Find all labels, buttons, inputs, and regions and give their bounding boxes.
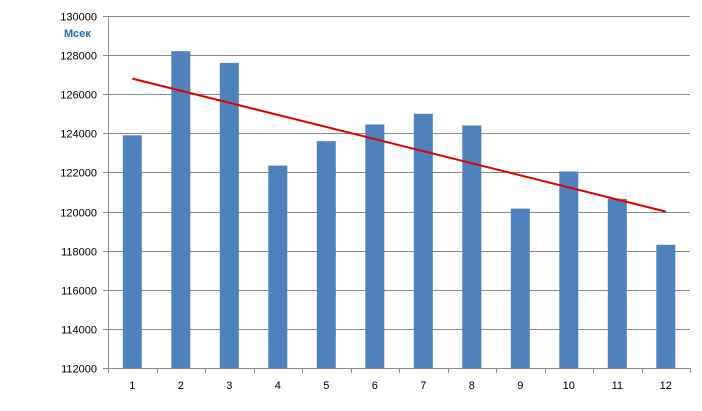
y-axis-tick-labels: 112000 114000 116000 118000 120000 122000 1240… <box>60 12 108 376</box>
y-axis-unit-label: Мсек <box>64 28 91 40</box>
bar <box>365 124 385 368</box>
bar <box>122 135 142 368</box>
y-tick-label: 124000 <box>60 129 97 141</box>
x-tick-label: 7 <box>420 380 426 392</box>
y-tick-label: 122000 <box>60 168 97 180</box>
trendline-layer <box>132 77 667 213</box>
y-tick-label: 126000 <box>60 90 97 102</box>
bar <box>268 165 288 368</box>
bar <box>219 62 239 369</box>
bar <box>607 198 627 368</box>
bars <box>122 51 676 369</box>
x-tick-label: 10 <box>563 380 575 392</box>
y-tick-label: 116000 <box>61 286 97 298</box>
x-tick-label: 11 <box>612 380 623 392</box>
y-tick-label: 120000 <box>60 208 97 220</box>
x-tick-label: 1 <box>129 380 135 392</box>
gridlines <box>108 16 690 330</box>
x-tick-label: 3 <box>226 380 232 392</box>
bar <box>510 208 530 368</box>
x-tick-label: 6 <box>372 380 378 392</box>
x-tick-label: 8 <box>469 380 475 392</box>
x-tick-label: 9 <box>517 380 523 392</box>
x-axis-tick-labels: 1 2 3 4 5 6 7 8 9 10 11 12 <box>108 368 691 392</box>
bar <box>462 125 482 368</box>
bar <box>316 141 336 368</box>
x-tick-label: 5 <box>323 380 329 392</box>
y-tick-label: 114000 <box>61 325 97 337</box>
x-tick-label: 2 <box>178 380 184 392</box>
y-tick-label: 130000 <box>60 12 97 24</box>
bar <box>656 244 676 368</box>
bar <box>171 51 191 368</box>
x-tick-label: 12 <box>660 380 672 392</box>
axes <box>108 16 690 369</box>
y-tick-label: 112000 <box>61 364 97 376</box>
y-tick-label: 128000 <box>60 51 97 63</box>
y-tick-label: 118000 <box>61 247 97 259</box>
x-tick-label: 4 <box>275 380 281 392</box>
bar <box>413 113 433 368</box>
bar <box>559 171 579 368</box>
trendline <box>132 77 667 213</box>
